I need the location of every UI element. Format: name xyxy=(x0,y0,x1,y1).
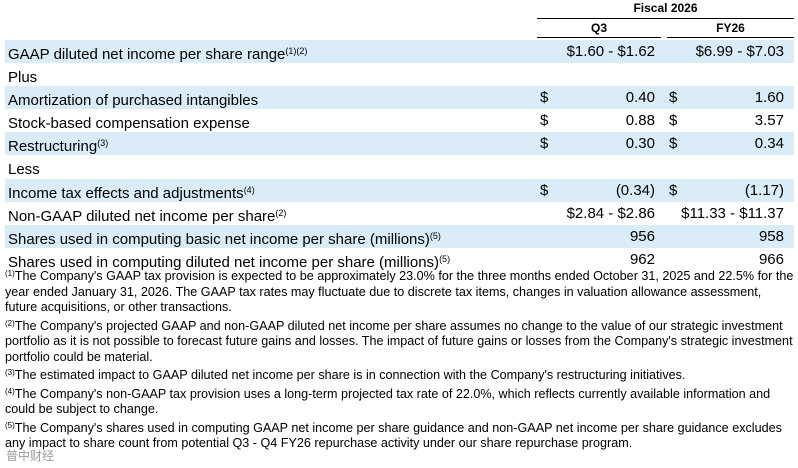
footnote-marker: (4) xyxy=(5,386,15,396)
footnote-text: The Company's projected GAAP and non-GAA… xyxy=(5,318,793,364)
footnote-marker: (3) xyxy=(5,368,15,377)
fy26-value: $6.99 - $7.03 xyxy=(695,43,784,60)
fy26-value: 0.34 xyxy=(754,135,784,153)
footnotes: (1)The Company's GAAP tax provision is e… xyxy=(5,266,795,452)
footnote-ref: (3) xyxy=(97,138,109,149)
q3-value: (0.34) xyxy=(615,181,655,199)
row-label-text: Restructuring xyxy=(8,138,98,156)
fy26-value: 966 xyxy=(758,250,784,268)
column-header-fy26: FY26 xyxy=(667,20,794,38)
row-label: Restructuring(3) xyxy=(8,132,108,158)
fy26-currency: $ xyxy=(669,135,678,153)
footnote-text: The Company's GAAP tax provision is expe… xyxy=(5,269,794,314)
row-label: Non-GAAP diluted net income per share(2) xyxy=(8,202,286,228)
footnote-text: The estimated impact to GAAP diluted net… xyxy=(14,368,686,382)
q3-currency: $ xyxy=(540,181,549,199)
fy26-currency: $ xyxy=(669,181,678,199)
fy26-currency: $ xyxy=(669,89,678,107)
row-label: Less xyxy=(8,155,40,181)
row-label: Stock-based compensation expense xyxy=(8,109,250,135)
fy26-value: 3.57 xyxy=(754,112,784,130)
q3-value: 956 xyxy=(629,227,655,245)
footnote-ref: (4) xyxy=(243,184,255,195)
table-row: Shares used in computing basic net incom… xyxy=(5,224,794,251)
table-row: Stock-based compensation expense $0.88 $3.… xyxy=(5,109,794,132)
fy26-value: 1.60 xyxy=(754,89,784,107)
table-row: Amortization of purchased intangibles $0.… xyxy=(5,86,794,112)
row-label: Income tax effects and adjustments(4) xyxy=(8,179,255,205)
fy26-value: $11.33 - $11.37 xyxy=(681,204,784,222)
table-row: Plus xyxy=(5,63,794,86)
row-label-text: Shares used in computing basic net incom… xyxy=(8,230,430,248)
footnote-ref: (5) xyxy=(429,230,441,241)
table-row: Non-GAAP diluted net income per share(2)… xyxy=(5,202,794,225)
row-label: Shares used in computing diluted net inc… xyxy=(8,248,450,274)
row-label: Shares used in computing basic net incom… xyxy=(8,225,441,251)
row-label-text: Stock-based compensation expense xyxy=(8,115,250,133)
guidance-table: GAAP diluted net income per share range(… xyxy=(5,40,794,271)
column-header-q3: Q3 xyxy=(537,20,661,38)
footnote-marker: (5) xyxy=(5,420,15,430)
footnote: (4)The Company's non-GAAP tax provision … xyxy=(5,384,795,418)
q3-value: 0.88 xyxy=(625,112,655,130)
q3-value: 0.30 xyxy=(625,135,655,153)
table-row: Shares used in computing diluted net inc… xyxy=(5,248,794,271)
row-label: GAAP diluted net income per share range(… xyxy=(8,40,307,66)
row-label-text: Non-GAAP diluted net income per share xyxy=(8,207,276,225)
row-label: Plus xyxy=(8,63,37,89)
table-row: Income tax effects and adjustments(4) $ (0… xyxy=(5,178,794,205)
fy26-value: 958 xyxy=(758,227,784,245)
q3-currency: $ xyxy=(540,112,549,130)
footnote-ref: (5) xyxy=(439,253,451,264)
q3-value: $1.60 - $1.62 xyxy=(566,43,655,60)
row-label-text: Plus xyxy=(8,69,38,87)
row-label-text: Shares used in computing diluted net inc… xyxy=(8,253,440,271)
q3-value: 962 xyxy=(629,250,655,268)
table-row: Restructuring(3) $0.30 $0.34 xyxy=(5,132,794,158)
row-label-text: GAAP diluted net income per share range xyxy=(8,46,286,63)
row-label-text: Less xyxy=(8,161,40,179)
footnote: (5)The Company's shares used in computin… xyxy=(5,418,795,452)
table-row: GAAP diluted net income per share range(… xyxy=(5,40,794,66)
q3-currency: $ xyxy=(540,89,549,107)
fy26-currency: $ xyxy=(669,112,678,130)
q3-value: $2.84 - $2.86 xyxy=(566,204,655,222)
footnote: (2)The Company's projected GAAP and non-… xyxy=(5,316,795,366)
table-row: Less xyxy=(5,155,794,178)
watermark-logo: 普中财经 xyxy=(6,449,55,463)
footnote-text: The Company's shares used in computing G… xyxy=(5,420,782,451)
row-label: Amortization of purchased intangibles xyxy=(8,86,258,112)
footnote: (1)The Company's GAAP tax provision is e… xyxy=(5,266,795,316)
row-label-text: Income tax effects and adjustments xyxy=(8,184,244,202)
footnote: (3)The estimated impact to GAAP diluted … xyxy=(5,365,795,384)
q3-value: 0.40 xyxy=(625,89,655,107)
fy26-value: (1.17) xyxy=(744,181,784,199)
row-label-text: Amortization of purchased intangibles xyxy=(8,92,259,110)
q3-currency: $ xyxy=(540,135,549,153)
footnote-marker: (1) xyxy=(5,269,15,278)
footnote-marker: (2) xyxy=(5,318,15,328)
footnote-ref: (1)(2) xyxy=(285,46,308,56)
fiscal-year-header: Fiscal 2026 xyxy=(537,0,794,19)
footnote-text: The Company's non-GAAP tax provision use… xyxy=(5,386,771,417)
footnote-ref: (2) xyxy=(275,207,287,218)
